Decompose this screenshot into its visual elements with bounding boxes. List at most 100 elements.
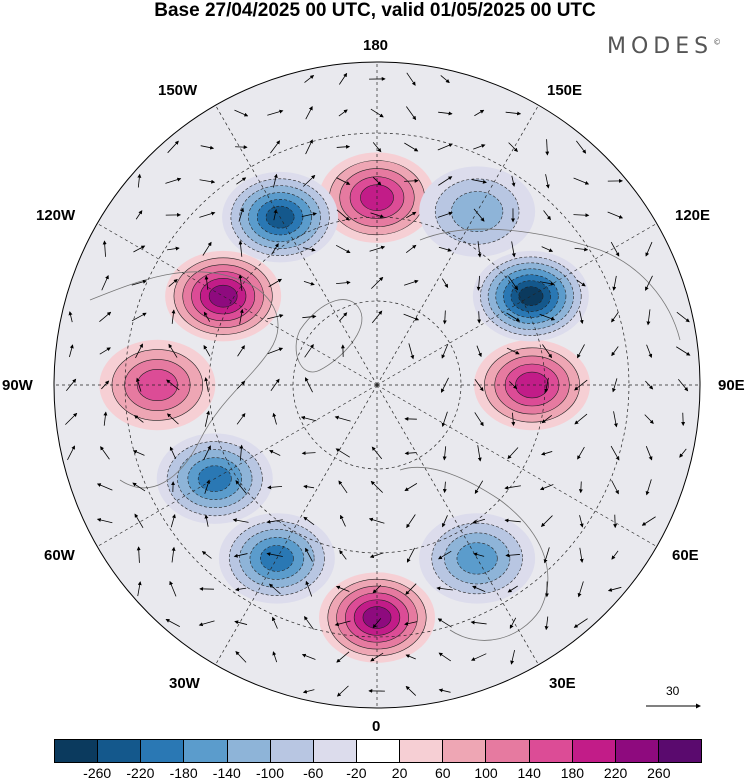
wind-vector (573, 213, 590, 218)
wind-vector (404, 621, 418, 626)
wind-vector (612, 378, 618, 393)
wind-vector (203, 345, 211, 357)
wind-vector (511, 241, 516, 258)
wind-vector (96, 483, 113, 491)
colorbar-tick-label: 260 (647, 765, 671, 781)
wind-vector (169, 446, 177, 459)
wind-vector (406, 72, 416, 86)
positive-anomaly (319, 572, 435, 663)
wind-vector (202, 241, 212, 256)
lon-label-180: 180 (363, 37, 389, 54)
wind-vector (334, 620, 351, 627)
wind-vector (545, 139, 550, 156)
wind-vector (204, 514, 209, 527)
lon-label-150w: 150W (158, 82, 198, 99)
wind-vector (574, 413, 588, 425)
wind-vector (476, 275, 481, 291)
wind-vector (441, 343, 449, 359)
wind-vector (504, 518, 521, 523)
colorbar-cell (55, 740, 99, 762)
wind-vector (508, 142, 518, 152)
colorbar-tick-label: 20 (391, 765, 408, 781)
wind-vector (234, 109, 249, 117)
wind-vector (268, 583, 281, 595)
colorbar-cell (141, 740, 185, 762)
wind-vector (646, 344, 653, 359)
wind-vector (234, 620, 248, 625)
wind-vector (577, 446, 585, 460)
wind-vector (612, 275, 617, 291)
wind-vector (131, 279, 147, 286)
wind-vector (577, 581, 584, 598)
wind-vector (267, 109, 284, 116)
wind-vector (269, 450, 281, 456)
wind-vector (136, 377, 142, 392)
wind-vector (539, 313, 556, 321)
wind-vector (437, 618, 452, 628)
wind-vector (405, 685, 417, 696)
wind-vector (266, 519, 283, 524)
wind-vector (268, 278, 283, 288)
wind-vector (336, 209, 350, 221)
wind-vector (236, 177, 247, 185)
wind-vector (67, 445, 75, 461)
wind-vector (303, 484, 315, 489)
wind-vector (541, 246, 554, 252)
wind-vector (304, 616, 314, 630)
wind-vector (339, 549, 347, 560)
wind-vector (474, 480, 484, 495)
wind-vector (170, 513, 176, 528)
wind-vector (576, 279, 586, 287)
wind-vector (168, 278, 178, 287)
wind-vector (607, 211, 624, 219)
colorbar-cell (529, 740, 573, 762)
asia-coast (419, 228, 681, 341)
wind-vector (235, 587, 247, 592)
wind-vector (477, 241, 482, 258)
wind-vector (405, 583, 417, 595)
wind-vector (201, 551, 212, 559)
wind-vector (137, 581, 142, 597)
wind-vector (236, 413, 246, 425)
wind-vector (272, 616, 278, 629)
wind-vector (300, 415, 317, 422)
wind-vector (305, 580, 313, 597)
wind-vector (471, 179, 487, 184)
wind-vector (238, 240, 243, 257)
colorbar-cell (313, 740, 357, 762)
wind-vector (267, 347, 284, 355)
wind-vector (543, 547, 550, 564)
wind-vector (404, 178, 419, 183)
graticule (54, 62, 700, 708)
wind-vector (271, 243, 279, 255)
wind-vector (131, 312, 147, 322)
wind-vector (437, 143, 453, 151)
wind-vector (509, 381, 518, 390)
wind-vector (679, 448, 687, 458)
wind-vector (65, 412, 78, 425)
wind-vector (166, 413, 179, 425)
wind-vector (440, 75, 450, 84)
wind-vector (504, 485, 521, 490)
colorbar-ticks: -260 -220 -180 -140 -100 -60 -20 20 60 100 140 180 2… (0, 765, 750, 783)
wind-vector (579, 515, 584, 528)
wind-vector (406, 211, 417, 219)
copyright-mark: © (713, 37, 722, 47)
wind-vector (304, 74, 315, 83)
wind-vector (302, 247, 316, 252)
wind-vectors (65, 72, 691, 697)
wind-vector (302, 689, 315, 694)
wind-vector (336, 177, 351, 185)
wind-vector (239, 444, 244, 461)
wind-vector (171, 546, 176, 563)
wind-vector (607, 586, 622, 592)
wind-vector (576, 140, 587, 154)
colorbar-cell (98, 740, 142, 762)
wind-vector (645, 275, 653, 291)
colorbar (54, 739, 702, 763)
wind-vector (511, 175, 516, 187)
wind-vector (505, 553, 520, 558)
wind-vector (272, 651, 278, 663)
wind-vector (646, 309, 651, 326)
wind-vector (133, 415, 144, 423)
